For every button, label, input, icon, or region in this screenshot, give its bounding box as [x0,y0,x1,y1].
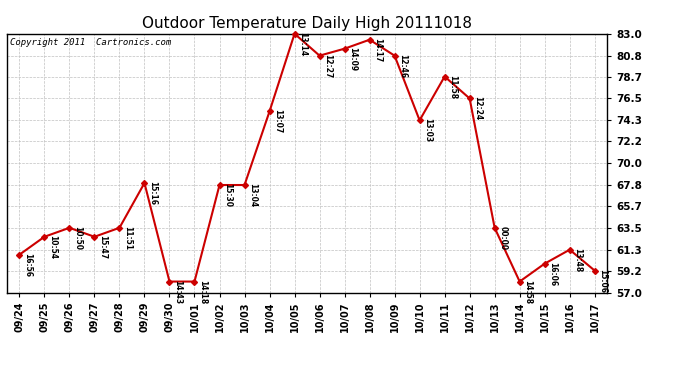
Text: 13:14: 13:14 [298,32,307,56]
Text: 15:06: 15:06 [598,268,607,292]
Text: 12:24: 12:24 [473,96,482,121]
Text: 13:48: 13:48 [573,248,582,272]
Text: 15:30: 15:30 [224,183,233,207]
Text: 14:18: 14:18 [198,280,207,304]
Text: 12:46: 12:46 [398,54,407,78]
Text: 10:54: 10:54 [48,235,57,259]
Title: Outdoor Temperature Daily High 20111018: Outdoor Temperature Daily High 20111018 [142,16,472,31]
Text: 12:27: 12:27 [324,54,333,78]
Text: 13:03: 13:03 [424,118,433,142]
Text: 14:58: 14:58 [524,280,533,304]
Text: 10:50: 10:50 [73,226,82,250]
Text: 13:07: 13:07 [273,110,282,134]
Text: 16:06: 16:06 [549,262,558,286]
Text: 11:51: 11:51 [124,226,132,250]
Text: 16:56: 16:56 [23,253,32,277]
Text: 15:47: 15:47 [98,235,107,259]
Text: 11:58: 11:58 [448,75,457,99]
Text: 13:04: 13:04 [248,183,257,207]
Text: Copyright 2011  Cartronics.com: Copyright 2011 Cartronics.com [10,38,171,46]
Text: 00:00: 00:00 [498,226,507,250]
Text: 15:16: 15:16 [148,181,157,205]
Text: 14:09: 14:09 [348,47,357,71]
Text: 14:43: 14:43 [173,280,182,304]
Text: 14:17: 14:17 [373,38,382,62]
